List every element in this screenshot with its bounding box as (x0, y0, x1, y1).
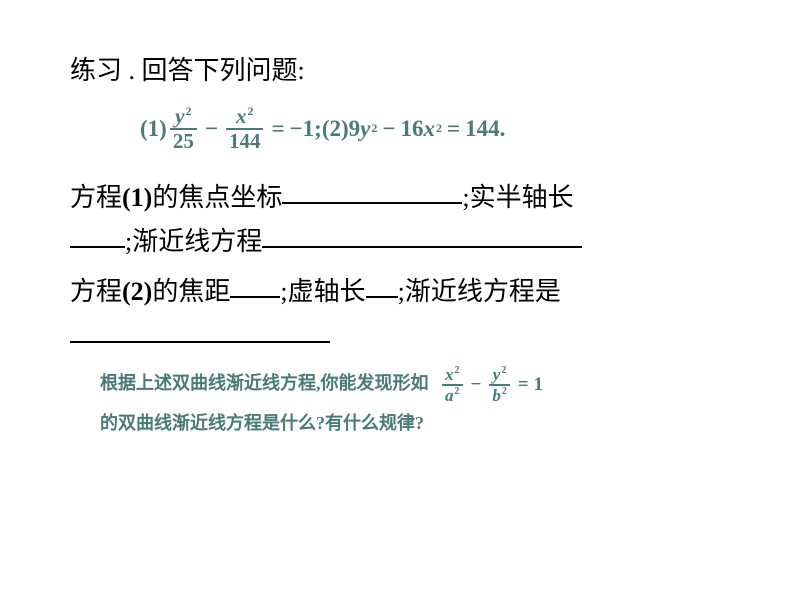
eq1-frac1: y2 25 (170, 105, 197, 152)
question-1: 方程(1)的焦点坐标;实半轴长 ;渐近线方程 (70, 176, 740, 264)
exercise-title: 练习 . 回答下列问题: (70, 50, 740, 87)
eq2-rhs: 144. (465, 116, 505, 142)
blank-focus-coords (282, 202, 462, 204)
minus-op: − (205, 116, 218, 142)
blank-asymptote-1 (262, 246, 582, 248)
blank-asymptote-2 (70, 341, 330, 343)
question-2: 方程(2)的焦距;虚轴长;渐近线方程是 (70, 270, 740, 358)
blank-semi-real-axis (70, 246, 125, 248)
eq1-frac2: x2 144 (226, 105, 264, 152)
hint-equation: x2 a2 − y2 b2 =1 (439, 365, 543, 405)
hint-block: 根据上述双曲线渐近线方程,你能发现形如 x2 a2 − y2 b2 =1 的双曲… (70, 365, 740, 443)
eq2-prefix: (2) (322, 116, 349, 142)
blank-focal-dist (230, 296, 280, 298)
eq1-rhs: −1; (290, 116, 322, 142)
equations-row: (1) y2 25 − x2 144 = −1; (2) 9 y2 − 16 x… (70, 105, 740, 152)
eq1-prefix: (1) (140, 116, 167, 142)
blank-imag-axis (366, 296, 398, 298)
